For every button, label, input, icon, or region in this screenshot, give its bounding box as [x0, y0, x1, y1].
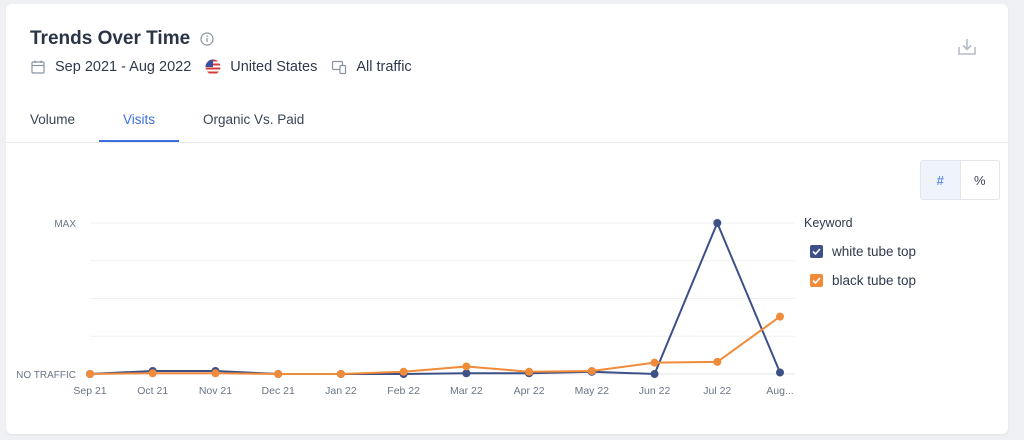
legend-item-black-tube-top[interactable]: black tube top [804, 273, 916, 288]
devices-icon [331, 59, 347, 75]
legend-label: black tube top [832, 273, 917, 288]
data-point [336, 370, 345, 378]
title-row: Trends Over Time [30, 28, 214, 50]
date-range[interactable]: Sep 2021 - Aug 2022 [55, 59, 192, 75]
data-point [525, 367, 534, 376]
data-point [587, 366, 596, 375]
tab-organic-vs-paid[interactable]: Organic Vs. Paid [203, 112, 305, 127]
tab-volume[interactable]: Volume [30, 112, 76, 127]
data-point [713, 219, 722, 227]
card-title: Trends Over Time [30, 28, 191, 49]
x-tick-label: Oct 21 [137, 385, 168, 397]
legend-label: white tube top [832, 244, 917, 259]
filter-row: Sep 2021 - Aug 2022 United States All tr… [30, 59, 412, 75]
x-tick-label: Feb 22 [387, 385, 420, 397]
x-tick-label: Dec 21 [262, 385, 295, 397]
count-toggle-button[interactable]: # [921, 161, 961, 199]
info-icon[interactable] [200, 32, 214, 46]
checkbox-icon[interactable] [810, 274, 823, 287]
data-point [650, 358, 659, 367]
x-tick-label: Nov 21 [199, 385, 232, 397]
legend-item-white-tube-top[interactable]: white tube top [804, 244, 916, 259]
x-tick-label: Aug... [766, 385, 793, 397]
us-flag-icon [205, 59, 221, 75]
x-tick-label: Apr 22 [514, 385, 545, 397]
tab-bar: Volume Visits Organic Vs. Paid [6, 102, 1008, 143]
x-tick-label: Mar 22 [450, 385, 483, 397]
series-line [89, 222, 781, 375]
data-point [650, 370, 659, 378]
legend-title: Keyword [804, 216, 853, 230]
data-point [713, 357, 722, 366]
download-icon[interactable] [956, 36, 978, 58]
data-point [148, 369, 157, 378]
tab-visits[interactable]: Visits [123, 112, 156, 127]
series-line [89, 315, 781, 375]
data-point [462, 369, 471, 378]
y-tick-label-min: NO TRAFFIC [16, 370, 76, 381]
chart-legend: Keyword white tube top black tube top [804, 216, 916, 288]
data-point [86, 370, 94, 378]
data-point [211, 369, 220, 378]
x-tick-label: Sep 21 [73, 385, 106, 397]
x-tick-label: Jan 22 [325, 385, 357, 397]
checkbox-icon[interactable] [810, 245, 823, 258]
x-tick-label: Jun 22 [639, 385, 671, 397]
percent-toggle-button[interactable]: % [973, 172, 986, 188]
y-tick-label-max: MAX [54, 219, 76, 230]
data-point [462, 362, 471, 371]
data-point [776, 368, 784, 377]
x-tick-label: Jul 22 [703, 385, 731, 397]
unit-toggle: # % [920, 160, 1000, 200]
x-tick-label: May 22 [575, 385, 610, 397]
data-point [399, 367, 408, 376]
active-tab-indicator [99, 140, 179, 142]
trends-card: Trends Over Time Sep 2021 - Aug 2022 [6, 4, 1008, 434]
country[interactable]: United States [230, 59, 318, 75]
data-point [776, 312, 784, 321]
traffic-type[interactable]: All traffic [356, 59, 412, 75]
data-point [274, 370, 283, 378]
calendar-icon [30, 59, 46, 75]
